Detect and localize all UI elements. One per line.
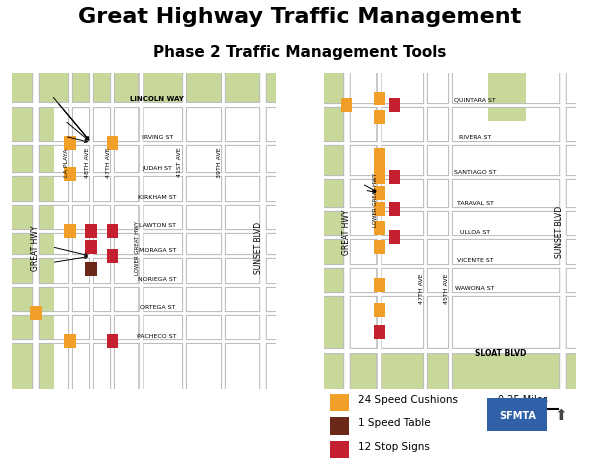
Text: PACHECO ST: PACHECO ST — [137, 333, 177, 338]
Text: SFMTA: SFMTA — [499, 410, 536, 420]
Bar — [374, 149, 385, 163]
Text: KIRKHAM ST: KIRKHAM ST — [138, 194, 176, 200]
Text: NORIEGA ST: NORIEGA ST — [138, 276, 176, 281]
Text: QUINTARA ST: QUINTARA ST — [454, 97, 496, 102]
Bar — [389, 171, 400, 185]
Bar — [324, 351, 576, 389]
Bar — [64, 225, 76, 238]
Bar — [374, 202, 385, 216]
Text: SUNSET BLVD: SUNSET BLVD — [555, 206, 564, 257]
Text: LINCOLN WAY: LINCOLN WAY — [130, 96, 184, 102]
Bar — [374, 171, 385, 185]
Text: 47TH AVE: 47TH AVE — [106, 147, 111, 177]
Bar — [12, 106, 54, 389]
Bar — [330, 394, 349, 411]
Text: MORAGA ST: MORAGA ST — [139, 248, 176, 253]
Text: SANTIAGO ST: SANTIAGO ST — [454, 169, 496, 174]
Text: 39TH AVE: 39TH AVE — [217, 147, 222, 177]
Bar — [341, 99, 352, 113]
Text: JUDAH ST: JUDAH ST — [142, 166, 172, 171]
Text: ⬆: ⬆ — [554, 407, 568, 422]
Bar — [12, 74, 276, 106]
Text: 12 Stop Signs: 12 Stop Signs — [358, 441, 430, 451]
Text: LAWTON ST: LAWTON ST — [139, 223, 176, 228]
Bar — [107, 335, 118, 349]
Text: Great Highway Traffic Management: Great Highway Traffic Management — [79, 7, 521, 27]
Bar — [64, 137, 76, 150]
Bar — [330, 417, 349, 435]
Bar — [107, 137, 118, 150]
Text: TARAVAL ST: TARAVAL ST — [457, 200, 494, 206]
Bar — [374, 187, 385, 200]
Bar — [30, 307, 41, 320]
Bar — [374, 92, 385, 106]
Text: LOWER GREAT HWY: LOWER GREAT HWY — [135, 220, 140, 274]
Text: 47TH AVE: 47TH AVE — [419, 273, 424, 303]
Text: SLOAT BLVD: SLOAT BLVD — [475, 349, 526, 357]
Text: GREAT HWY: GREAT HWY — [342, 209, 351, 254]
Bar — [374, 111, 385, 125]
Text: WAWONA ST: WAWONA ST — [455, 286, 495, 291]
Text: 1 Speed Table: 1 Speed Table — [358, 417, 431, 427]
Bar — [374, 240, 385, 254]
Text: 24 Speed Cushions: 24 Speed Cushions — [358, 394, 458, 404]
Text: SUNSET BLVD: SUNSET BLVD — [254, 221, 263, 273]
Bar — [64, 335, 76, 349]
Text: Phase 2 Traffic Management Tools: Phase 2 Traffic Management Tools — [154, 44, 446, 59]
Text: 0.25 Miles: 0.25 Miles — [498, 394, 548, 404]
Bar — [330, 441, 349, 458]
Text: GREAT HWY: GREAT HWY — [31, 225, 40, 270]
Bar — [85, 225, 97, 238]
Text: 41ST AVE: 41ST AVE — [177, 147, 182, 177]
Bar — [389, 231, 400, 245]
Bar — [107, 250, 118, 263]
Text: LOWER GREAT HWY: LOWER GREAT HWY — [373, 173, 378, 227]
Bar — [64, 168, 76, 182]
Bar — [488, 74, 526, 121]
Text: 48TH AVE: 48TH AVE — [85, 147, 90, 177]
Bar — [85, 240, 97, 254]
Bar — [324, 74, 347, 351]
Text: RIVERA ST: RIVERA ST — [459, 135, 491, 139]
Bar — [85, 263, 97, 276]
Text: ORTEGA ST: ORTEGA ST — [140, 305, 175, 310]
Text: ULLOA ST: ULLOA ST — [460, 229, 490, 234]
Text: IRVING ST: IRVING ST — [142, 135, 173, 139]
Bar — [374, 221, 385, 235]
Bar — [389, 99, 400, 113]
Text: LA PLAYA: LA PLAYA — [64, 148, 68, 176]
Bar — [374, 278, 385, 292]
Bar — [389, 202, 400, 216]
Bar — [374, 162, 385, 175]
Bar — [374, 325, 385, 339]
Bar — [374, 303, 385, 317]
Text: 45TH AVE: 45TH AVE — [444, 273, 449, 303]
Text: VICENTE ST: VICENTE ST — [457, 257, 494, 263]
Bar — [107, 225, 118, 238]
